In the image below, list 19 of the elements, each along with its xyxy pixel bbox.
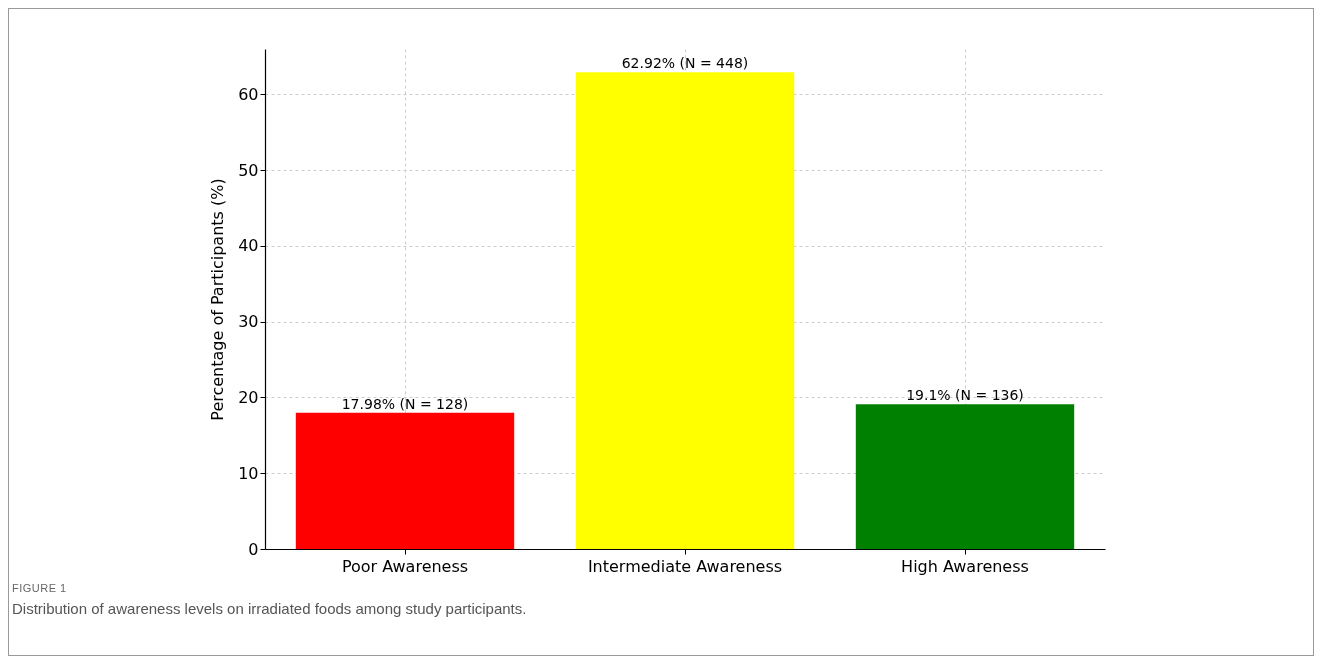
y-tick-label: 0 bbox=[248, 539, 259, 559]
bar bbox=[855, 404, 1075, 549]
y-tick-label: 10 bbox=[238, 463, 259, 483]
x-tick-label: Intermediate Awareness bbox=[587, 556, 783, 576]
y-tick-label: 50 bbox=[238, 160, 259, 180]
y-axis-title: Percentage of Participants (%) bbox=[208, 178, 228, 421]
caption: FIGURE 1 bbox=[12, 582, 68, 594]
y-tick-label: 40 bbox=[238, 236, 259, 256]
data-label: 62.92% (N = 448) bbox=[621, 55, 749, 72]
x-tick-label: Poor Awareness bbox=[341, 556, 469, 576]
data-label: 19.1% (N = 136) bbox=[906, 387, 1024, 404]
data-label: 17.98% (N = 128) bbox=[341, 395, 469, 412]
bar bbox=[575, 72, 795, 549]
y-tick-label: 20 bbox=[238, 387, 259, 407]
y-tick-label: 60 bbox=[238, 84, 259, 104]
y-tick-label: 30 bbox=[238, 312, 259, 332]
text: Distribution of awareness levels on irradiated foods among study participants. bbox=[12, 600, 527, 617]
bar bbox=[295, 412, 515, 549]
x-tick-label: High Awareness bbox=[901, 556, 1029, 576]
